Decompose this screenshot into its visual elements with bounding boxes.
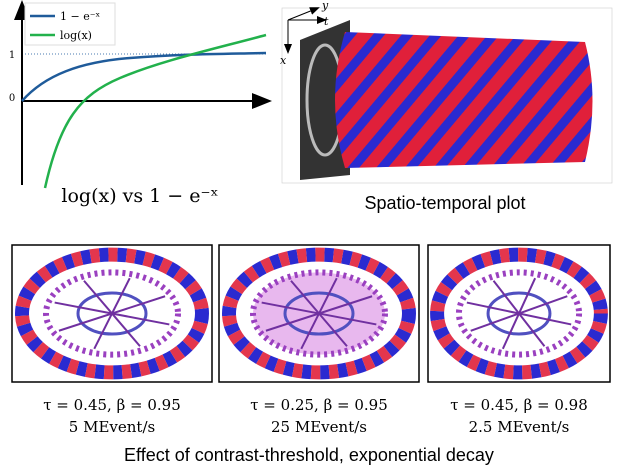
legend-label: 1 − e⁻ˣ: [60, 10, 101, 23]
spatio-temporal-plot: y t x Spatio-temporal plot: [280, 0, 612, 213]
function-plot: 1 0 1 − e⁻ˣ log(x) log(x) vs 1 − e⁻ˣ: [9, 3, 268, 207]
panel-params: τ = 0.45, β = 0.95: [43, 396, 181, 414]
axis-label: x: [280, 54, 287, 67]
panel-rate: 25 MEvent/s: [271, 418, 367, 436]
panel-params: τ = 0.45, β = 0.98: [450, 396, 588, 414]
curve-log: [45, 35, 266, 188]
event-volume: [335, 32, 593, 168]
axis-label: y: [321, 0, 329, 12]
curve-exp: [22, 53, 266, 101]
tick-label: 0: [9, 93, 15, 104]
panel-rate: 5 MEvent/s: [69, 418, 155, 436]
tick-label: 1: [9, 50, 15, 61]
caption: Spatio-temporal plot: [364, 193, 525, 213]
caption: log(x) vs 1 − e⁻ˣ: [61, 185, 218, 207]
panel: τ = 0.45, β = 0.98 2.5 MEvent/s: [428, 245, 610, 436]
panel: τ = 0.45, β = 0.95 5 MEvent/s: [12, 245, 212, 436]
figure: 1 0 1 − e⁻ˣ log(x) log(x) vs 1 − e⁻ˣ y t…: [0, 0, 619, 471]
panels: τ = 0.45, β = 0.95 5 MEvent/s τ = 0.25, β …: [12, 245, 610, 436]
panel: τ = 0.25, β = 0.95 25 MEvent/s: [219, 245, 419, 436]
panel-rate: 2.5 MEvent/s: [469, 418, 570, 436]
axis-label: t: [324, 15, 329, 28]
panel-params: τ = 0.25, β = 0.95: [250, 396, 388, 414]
figure-caption: Effect of contrast-threshold, exponentia…: [124, 445, 494, 465]
legend-label: log(x): [60, 29, 92, 42]
